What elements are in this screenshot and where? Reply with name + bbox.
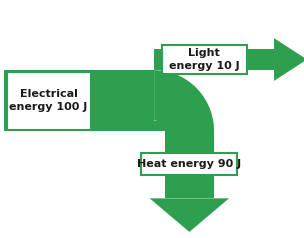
Text: Heat energy 90 J: Heat energy 90 J xyxy=(137,159,241,169)
Text: Electrical
energy 100 J: Electrical energy 100 J xyxy=(9,89,88,112)
Polygon shape xyxy=(0,70,154,131)
Polygon shape xyxy=(154,120,165,131)
Polygon shape xyxy=(154,49,274,70)
FancyBboxPatch shape xyxy=(7,72,91,130)
Polygon shape xyxy=(154,70,214,131)
FancyBboxPatch shape xyxy=(141,153,237,175)
Polygon shape xyxy=(165,131,214,198)
FancyBboxPatch shape xyxy=(162,45,247,74)
Polygon shape xyxy=(274,38,304,81)
Polygon shape xyxy=(150,198,229,232)
Text: Light
energy 10 J: Light energy 10 J xyxy=(169,48,240,71)
